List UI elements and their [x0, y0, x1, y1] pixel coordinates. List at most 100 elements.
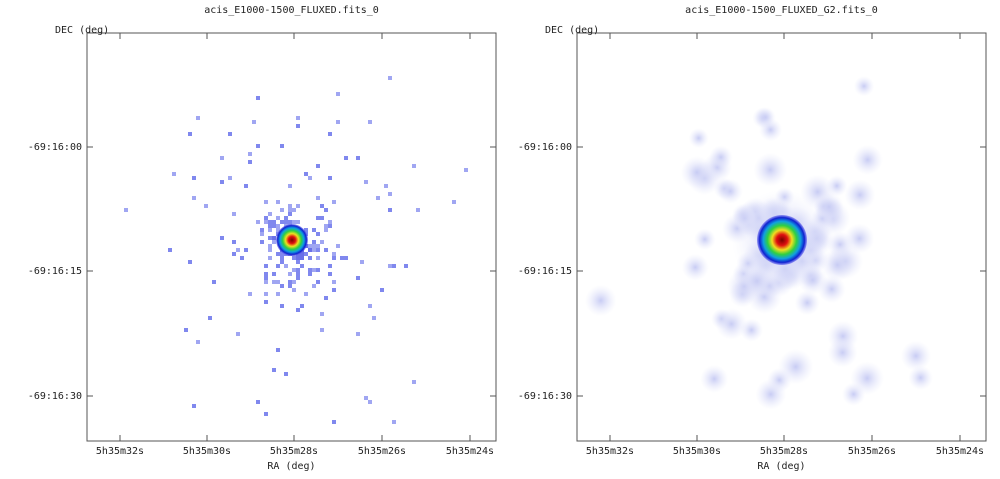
- smoothed-emission: [844, 179, 876, 211]
- photon: [308, 268, 312, 272]
- photon: [268, 256, 272, 260]
- photon: [248, 160, 252, 164]
- y-tick-label: -69:16:30: [518, 391, 572, 402]
- x-axis-label: RA (deg): [267, 461, 315, 472]
- photon: [288, 280, 292, 284]
- photon: [284, 216, 288, 220]
- photon: [260, 232, 264, 236]
- photon: [268, 212, 272, 216]
- photon: [332, 280, 336, 284]
- photon: [364, 180, 368, 184]
- photon: [332, 252, 336, 256]
- photon: [192, 176, 196, 180]
- photon: [220, 156, 224, 160]
- smoothed-emission: [709, 145, 733, 170]
- photon: [276, 252, 280, 256]
- photon: [308, 244, 312, 248]
- photon: [368, 304, 372, 308]
- photon: [288, 204, 292, 208]
- photon: [296, 256, 300, 260]
- x-tick-label: 5h35m30s: [673, 446, 721, 457]
- photon: [300, 304, 304, 308]
- photon: [464, 168, 468, 172]
- photon: [288, 220, 292, 224]
- photon: [264, 300, 268, 304]
- photon: [332, 256, 336, 260]
- smoothed-emission: [852, 144, 883, 176]
- photon: [272, 236, 276, 240]
- smoothed-emission: [841, 382, 866, 406]
- photon: [264, 200, 268, 204]
- photon: [288, 212, 292, 216]
- photon: [264, 220, 268, 224]
- photon: [356, 332, 360, 336]
- photon: [320, 204, 324, 208]
- photon: [300, 256, 304, 260]
- photon: [192, 404, 196, 408]
- photon: [356, 276, 360, 280]
- smoothed-emission: [759, 118, 783, 142]
- photon: [268, 236, 272, 240]
- photon: [288, 208, 292, 212]
- photon: [256, 400, 260, 404]
- photon: [272, 368, 276, 372]
- photon: [296, 204, 300, 208]
- plot-frame: [86, 32, 497, 442]
- photon: [296, 124, 300, 128]
- photon: [280, 256, 284, 260]
- panel-title: acis_E1000-1500_FLUXED_G2.fits_0: [685, 5, 878, 16]
- photon: [272, 220, 276, 224]
- smoothed-emission: [820, 248, 855, 282]
- photon: [280, 284, 284, 288]
- photon: [324, 228, 328, 232]
- photon: [236, 248, 240, 252]
- photon: [360, 260, 364, 264]
- photon: [272, 240, 276, 244]
- photon: [240, 256, 244, 260]
- x-tick-label: 5h35m32s: [96, 446, 144, 457]
- source: [276, 224, 308, 256]
- smoothed-emission: [700, 364, 729, 393]
- photon: [292, 288, 296, 292]
- photon: [276, 216, 280, 220]
- photon: [312, 268, 316, 272]
- photon: [212, 280, 216, 284]
- x-tick-label: 5h35m26s: [848, 446, 896, 457]
- image: [87, 33, 496, 441]
- photon: [264, 280, 268, 284]
- y-tick-label: -69:16:15: [518, 266, 572, 277]
- y-axis-label: DEC (deg): [545, 25, 599, 36]
- photon: [328, 264, 332, 268]
- photon: [304, 292, 308, 296]
- photon: [280, 144, 284, 148]
- photon: [288, 272, 292, 276]
- photon: [196, 340, 200, 344]
- photon: [276, 224, 280, 228]
- photon: [388, 264, 392, 268]
- photon: [296, 268, 300, 272]
- y-tick-label: -69:16:15: [28, 266, 82, 277]
- photon: [364, 396, 368, 400]
- photon: [340, 256, 344, 260]
- photon: [332, 420, 336, 424]
- photon: [392, 420, 396, 424]
- panel-title: acis_E1000-1500_FLUXED.fits_0: [204, 5, 379, 16]
- photon: [380, 288, 384, 292]
- x-axis-label: RA (deg): [757, 461, 805, 472]
- photon: [320, 216, 324, 220]
- photon: [332, 200, 336, 204]
- photon: [296, 260, 300, 264]
- photon: [208, 316, 212, 320]
- photon: [328, 176, 332, 180]
- photon: [316, 244, 320, 248]
- photon: [412, 380, 416, 384]
- photon: [228, 132, 232, 136]
- photon: [404, 264, 408, 268]
- photon: [124, 208, 128, 212]
- photon: [316, 256, 320, 260]
- photon: [344, 256, 348, 260]
- photon: [256, 220, 260, 224]
- photon: [304, 172, 308, 176]
- photon: [272, 280, 276, 284]
